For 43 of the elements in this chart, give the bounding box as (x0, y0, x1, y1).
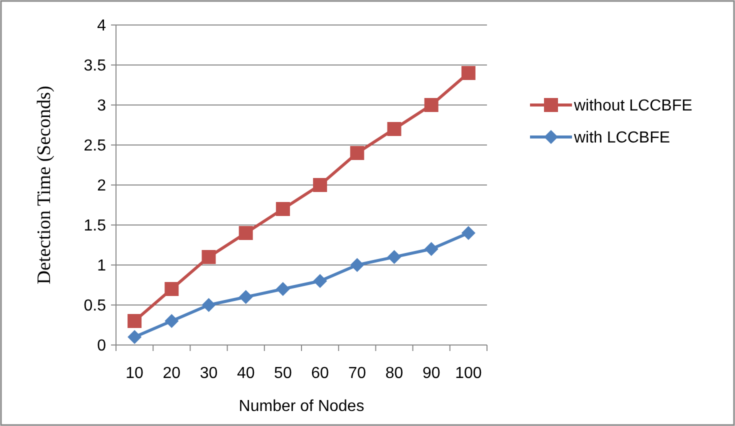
point (387, 122, 402, 136)
point (461, 226, 476, 240)
point (387, 250, 402, 264)
y-tick-label: 4 (97, 18, 106, 35)
y-tick-label: 2 (97, 178, 106, 195)
y-tick-label: 0.5 (84, 298, 106, 315)
y-tick-label: 3 (97, 98, 106, 115)
x-tick-label: 50 (274, 365, 292, 382)
x-tick-label: 100 (455, 365, 482, 382)
x-axis-title: Number of Nodes (238, 398, 364, 415)
y-tick-label: 3.5 (84, 58, 106, 75)
point (276, 282, 290, 296)
point (424, 242, 438, 256)
x-tick-label: 80 (385, 365, 404, 382)
x-tick-label: 30 (200, 365, 218, 382)
point (461, 66, 476, 80)
point (313, 274, 328, 288)
point (424, 98, 438, 112)
x-tick-label: 60 (311, 365, 330, 382)
point (128, 330, 142, 344)
point (164, 314, 179, 328)
legend-label: with LCCBFE (573, 130, 670, 147)
point (238, 290, 253, 304)
point (238, 226, 253, 240)
point (350, 258, 364, 272)
x-tick-label: 20 (162, 365, 181, 382)
point (313, 178, 328, 192)
y-tick-label: 1.5 (84, 218, 106, 235)
point (350, 146, 364, 160)
x-tick-label: 40 (236, 365, 255, 382)
point (202, 298, 216, 312)
y-tick-label: 1 (97, 258, 106, 275)
x-tick-label: 70 (348, 365, 366, 382)
point (202, 250, 216, 264)
x-tick-label: 10 (126, 365, 144, 382)
x-tick-label: 90 (422, 365, 440, 382)
point (164, 282, 179, 296)
y-tick-label: 0 (97, 338, 106, 355)
point (276, 202, 290, 216)
y-tick-label: 2.5 (84, 138, 106, 155)
point (128, 314, 142, 328)
legend-label: without LCCBFE (573, 98, 692, 115)
y-axis-title: Detection Time (Seconds) (34, 86, 55, 284)
